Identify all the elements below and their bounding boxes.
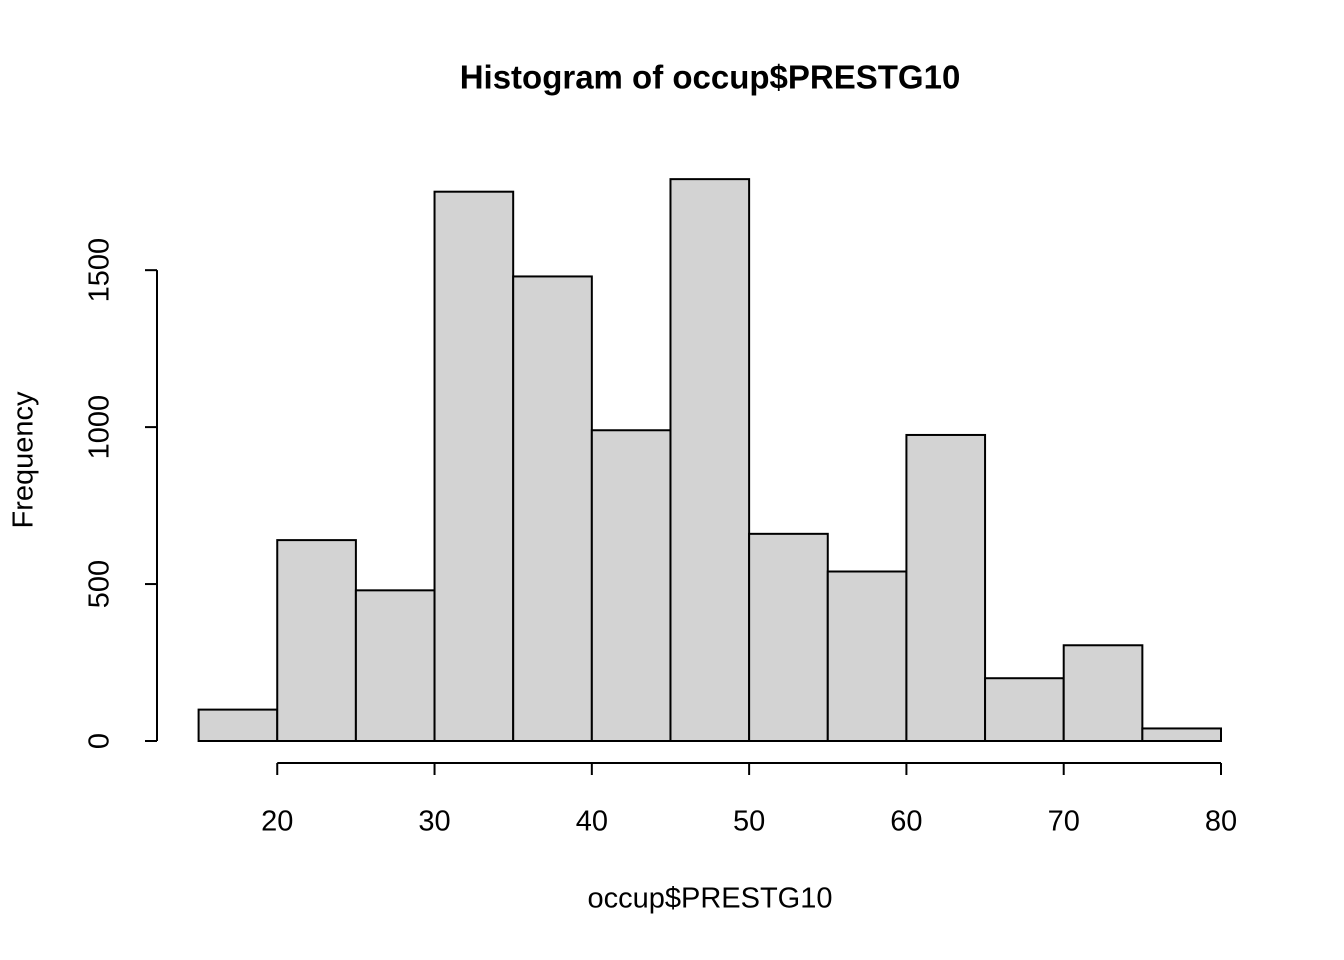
- bar: [197, 708, 279, 742]
- bar: [433, 190, 515, 742]
- x-tick-label: 80: [1205, 806, 1237, 838]
- y-tick-label: 0: [84, 733, 116, 749]
- x-tick-label: 30: [418, 806, 450, 838]
- x-tick-label: 60: [890, 806, 922, 838]
- x-axis-label: occup$PRESTG10: [587, 883, 832, 915]
- x-tick-label: 70: [1048, 806, 1080, 838]
- y-tick-label: 1000: [84, 395, 116, 460]
- bar: [512, 275, 593, 742]
- x-tick-label: 40: [576, 806, 608, 838]
- y-axis-label: Frequency: [8, 391, 40, 529]
- bar: [826, 570, 908, 742]
- bar: [1062, 644, 1144, 743]
- y-tick-label: 1500: [84, 238, 116, 303]
- bar: [1141, 727, 1223, 743]
- bar: [669, 178, 751, 742]
- bar: [905, 433, 987, 742]
- bar: [276, 539, 357, 742]
- bar: [354, 589, 436, 742]
- y-tick-label: 500: [84, 560, 116, 608]
- x-tick-label: 50: [733, 806, 765, 838]
- bar: [748, 532, 829, 742]
- x-tick-label: 20: [261, 806, 293, 838]
- bar: [590, 429, 672, 742]
- bar: [984, 677, 1065, 743]
- chart-title: Histogram of occup$PRESTG10: [460, 59, 961, 96]
